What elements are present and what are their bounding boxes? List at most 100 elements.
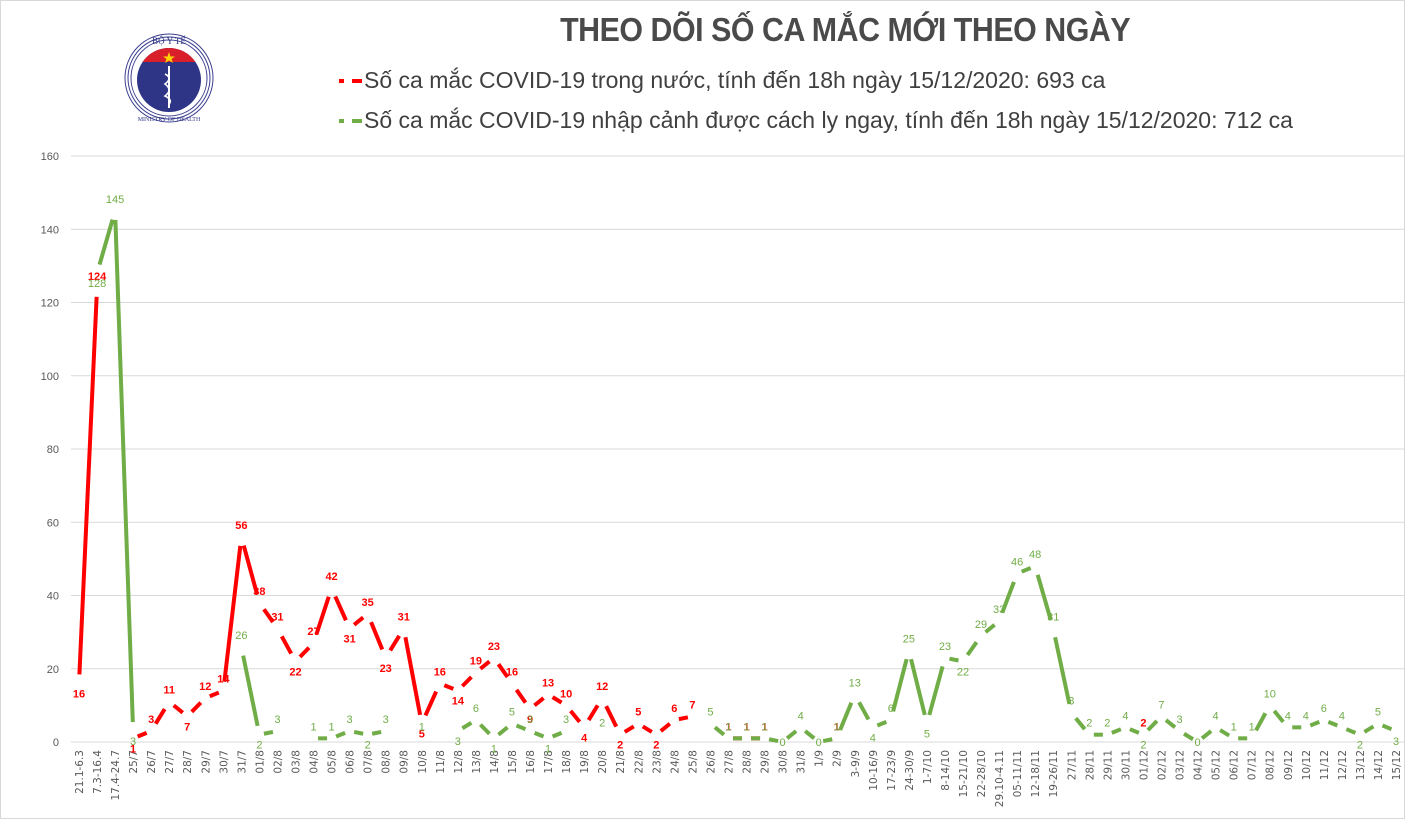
x-tick-label: 09/12: [1283, 750, 1295, 780]
series-segment: [478, 723, 491, 736]
data-label: 1: [743, 721, 749, 733]
data-label: 38: [253, 586, 265, 598]
series-segment: [1020, 566, 1032, 574]
y-tick-label: 100: [41, 371, 59, 383]
series-segment: [1111, 727, 1122, 735]
x-axis: 21.1-6.3 7.3-16.4 17.4-24.7 25/7 26/7 27/7 28/…: [74, 750, 1403, 808]
series-segment: [1146, 719, 1159, 732]
x-tick-label: 8-14/10: [940, 750, 952, 791]
x-tick-label: 05-11/11: [1012, 750, 1024, 797]
series-segment: [1327, 720, 1339, 728]
x-tick-label: 19-26/11: [1048, 750, 1060, 797]
series-segment: [1035, 574, 1053, 621]
series-segment: [314, 596, 331, 636]
x-tick-label: 06/12: [1229, 750, 1241, 780]
series-segment: [984, 623, 996, 634]
x-tick-label: 22-28/10: [976, 750, 988, 797]
series-segment: [262, 608, 275, 624]
series-segment: [785, 729, 798, 740]
x-tick-label: 01/8: [254, 750, 266, 774]
x-tick-label: 7.3-16.4: [92, 750, 104, 794]
x-tick-label: 30/11: [1120, 750, 1132, 780]
series-segment: [209, 690, 220, 699]
data-label: 25: [903, 633, 915, 645]
data-label: 145: [106, 194, 124, 206]
x-tick-label: 19/8: [579, 750, 591, 774]
data-label: 48: [1029, 549, 1041, 561]
x-tick-label: 14/12: [1373, 750, 1385, 780]
series-segment: [1345, 727, 1357, 735]
x-tick-label: 12-18/11: [1030, 750, 1042, 797]
series-segment: [551, 730, 563, 739]
series-segment: [1381, 723, 1393, 732]
gridlines: [71, 155, 1405, 743]
series-segment: [298, 646, 311, 659]
series-segment: [838, 701, 854, 731]
series-segment: [153, 707, 167, 725]
x-tick-label: 2/9: [832, 750, 844, 767]
data-label: 8: [1068, 696, 1074, 708]
x-tick-label: 27/11: [1066, 750, 1078, 780]
x-tick-label: 11/12: [1319, 750, 1331, 780]
data-label: 3: [1176, 714, 1182, 726]
x-tick-label: 21/8: [615, 750, 627, 774]
x-tick-label: 26/7: [146, 750, 158, 774]
series-segment: [551, 695, 563, 705]
series-segment: [713, 725, 726, 737]
x-tick-label: 05/8: [327, 750, 339, 774]
data-label: 10: [1264, 688, 1276, 700]
y-tick-label: 40: [47, 591, 59, 603]
data-label: 3: [1393, 736, 1399, 748]
data-label: 6: [888, 703, 894, 715]
data-label: 1: [545, 743, 551, 755]
x-tick-label: 22/8: [633, 750, 645, 774]
data-label: 128: [88, 278, 106, 290]
series-segment: [604, 705, 619, 728]
series-segment: [822, 737, 833, 744]
series-segment: [1164, 718, 1177, 729]
series-segment: [77, 296, 99, 675]
series-segment: [965, 641, 979, 657]
data-label: 1: [1231, 721, 1237, 733]
x-tick-label: 17-23/9: [886, 750, 898, 791]
data-label: 124: [88, 271, 107, 283]
legend-marker-imported: [339, 118, 362, 123]
data-label: 1: [834, 721, 840, 733]
x-tick-label: 31/8: [796, 750, 808, 774]
legend-label-imported: Số ca mắc COVID-19 nhập cảnh được cách l…: [364, 107, 1293, 133]
series-segment: [353, 729, 364, 736]
series-segment: [479, 659, 491, 671]
x-tick-label: 25/7: [128, 750, 140, 774]
x-tick-label: 30/8: [778, 750, 790, 774]
series-segment: [1200, 729, 1213, 740]
series-segment: [263, 729, 274, 736]
data-label: 4: [1339, 710, 1345, 722]
x-tick-label: 28/11: [1084, 750, 1096, 780]
x-tick-label: 20/8: [597, 750, 609, 774]
series-segment: [514, 688, 528, 704]
data-label: 3: [130, 736, 136, 748]
x-tick-label: 29/11: [1102, 750, 1114, 780]
series-segment: [891, 658, 909, 712]
data-label: 10: [560, 688, 572, 700]
data-label: 16: [506, 666, 518, 678]
x-tick-label: 02/8: [272, 750, 284, 774]
series-segment: [641, 724, 653, 734]
data-label: 19: [470, 655, 482, 667]
x-tick-label: 11/8: [435, 750, 447, 774]
legend-marker-domestic: [339, 78, 362, 83]
data-label: 7: [184, 721, 190, 733]
legend-item-imported: Số ca mắc COVID-19 nhập cảnh được cách l…: [339, 107, 1293, 134]
x-tick-label: 1/9: [814, 750, 826, 767]
series-segment: [497, 725, 509, 737]
x-tick-label: 14/8: [489, 750, 501, 774]
data-label: 7: [689, 699, 695, 711]
x-tick-label: 01/12: [1138, 750, 1150, 780]
x-tick-label: 16/8: [525, 750, 537, 774]
series-segment: [768, 737, 779, 744]
data-label: 5: [707, 707, 713, 719]
x-tick-label: 1-7/10: [922, 750, 934, 784]
data-label: 4: [1122, 710, 1128, 722]
data-label: 2: [617, 740, 623, 752]
x-tick-label: 28/8: [742, 750, 754, 774]
